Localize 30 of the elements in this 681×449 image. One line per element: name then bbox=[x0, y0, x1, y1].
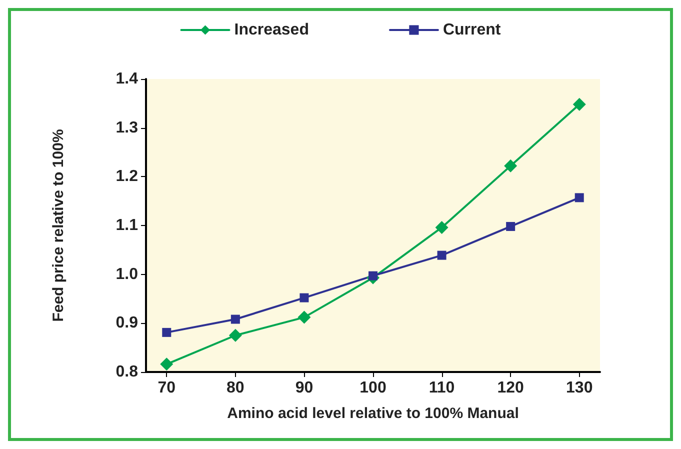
point bbox=[504, 159, 518, 172]
y-tick-label: 1.3 bbox=[116, 119, 138, 136]
y-tick-label: 1.1 bbox=[116, 217, 138, 234]
legend-label: Increased bbox=[234, 22, 309, 38]
x-tick-label: 90 bbox=[295, 380, 314, 396]
x-tick-label: 120 bbox=[497, 380, 524, 396]
x-tick-label: 100 bbox=[360, 380, 386, 396]
point bbox=[574, 193, 584, 202]
y-tick-label: 0.9 bbox=[116, 314, 138, 332]
y-tick-label: 1.4 bbox=[116, 70, 138, 88]
x-tick-label: 110 bbox=[428, 380, 455, 396]
x-tick-label: 80 bbox=[226, 380, 244, 396]
x-tick-label: 130 bbox=[566, 380, 593, 396]
y-tick-label: 1.0 bbox=[116, 266, 138, 283]
point bbox=[162, 328, 172, 337]
point bbox=[437, 250, 446, 260]
x-axis-title: Amino acid level relative to 100% Manual bbox=[227, 405, 519, 422]
y-axis-title: Feed price relative to 100% bbox=[50, 129, 67, 322]
point bbox=[572, 98, 586, 111]
point bbox=[298, 310, 311, 324]
y-tick-label: 1.2 bbox=[116, 168, 138, 186]
point bbox=[506, 222, 516, 231]
point bbox=[228, 328, 242, 342]
point bbox=[230, 314, 240, 324]
point bbox=[435, 220, 448, 234]
legend-label: Current bbox=[442, 22, 502, 38]
y-tick-label: 0.8 bbox=[116, 364, 138, 380]
point bbox=[160, 358, 174, 371]
point bbox=[300, 293, 309, 302]
x-tick-label: 70 bbox=[158, 380, 176, 396]
